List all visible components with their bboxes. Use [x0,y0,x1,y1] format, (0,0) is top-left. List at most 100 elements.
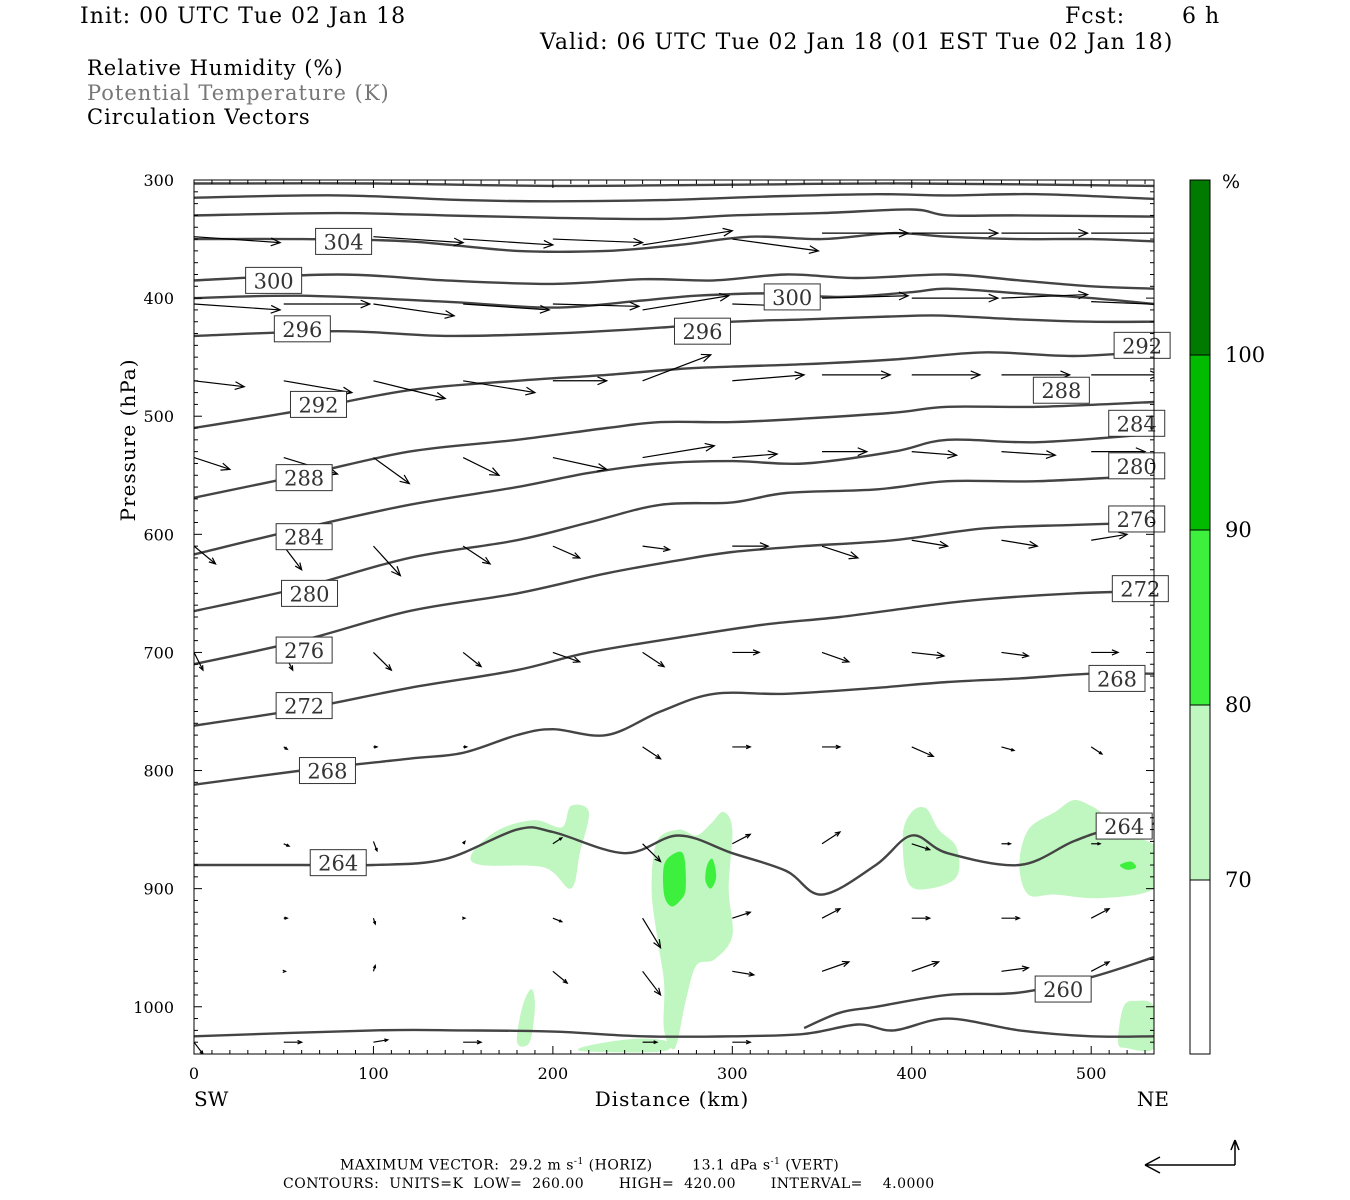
circulation-vector [911,370,982,380]
circulation-vector [911,539,950,549]
y-tick-label: 800 [143,762,174,781]
circulation-vector [1001,228,1090,238]
theta-label-272: 272 [275,692,333,720]
circulation-vector [462,457,501,476]
svg-text:288: 288 [284,467,324,491]
colorbar: 70 80 90 100% [1189,171,1265,1055]
circulation-vector [373,303,456,319]
circulation-vector [463,303,551,314]
y-tick-label: 900 [143,880,174,899]
svg-text:304: 304 [324,230,364,254]
rh-region-70-3 [1019,799,1154,899]
svg-text:268: 268 [307,760,347,784]
circulation-vector [911,843,932,851]
theta-contour-line [194,314,1154,338]
rh-region-70-4 [516,989,535,1047]
max-vector-text: MAXIMUM VECTOR: 29.2 m s-1 (HORIZ) 13.1 … [340,1157,840,1174]
colorbar-segment [1189,879,1211,1055]
circulation-vector [732,238,820,255]
circulation-vector [462,651,483,668]
circulation-vector [821,831,842,845]
theta-label-272: 272 [1111,575,1169,603]
circulation-vector [1091,232,1154,234]
theta-label-264: 264 [309,849,367,877]
circulation-vector [1091,842,1102,846]
x-tick-label: 0 [189,1064,199,1083]
circulation-vector [461,916,467,920]
circulation-vector [642,843,662,863]
colorbar-label-80: 80 [1225,693,1252,717]
circulation-vector [732,911,752,919]
rh-shading-layer [470,799,1154,1053]
theta-contour-line [194,822,1154,896]
x-axis-title: Distance (km) [595,1087,750,1111]
theta-contour-line [194,208,1154,221]
x-tick-label: 100 [358,1064,389,1083]
circulation-vector [732,833,752,845]
colorbar-unit: % [1222,171,1240,193]
x-tick-label: 200 [538,1064,569,1083]
circulation-vector [732,744,752,750]
theta-label-300: 300 [245,266,303,294]
svg-text:300: 300 [254,269,294,293]
colorbar-label-70: 70 [1225,868,1252,892]
circulation-vector [642,442,716,459]
theta-label-288: 288 [1032,376,1090,404]
circulation-vector [1001,746,1016,752]
theta-contour-line [194,474,1154,613]
rh-region-80-9 [1119,861,1137,870]
circulation-vector [194,303,282,314]
circulation-vector [552,237,645,247]
circulation-vector [911,746,935,757]
contour-info-text: CONTOURS: UNITS=K LOW= 260.00 HIGH= 420.… [283,1176,935,1192]
circulation-vector [373,1038,390,1043]
circulation-vector [822,291,910,301]
y-tick-label: 500 [143,407,174,426]
circulation-vector [194,456,232,471]
circulation-vector [373,652,393,672]
circulation-vector [732,649,761,656]
circulation-vector [552,837,564,845]
rh-region-80-8 [705,858,717,889]
svg-text:296: 296 [282,318,322,342]
svg-text:292: 292 [298,393,338,417]
circulation-vector [1001,450,1057,460]
circulation-vector [732,542,770,551]
circulation-vector [1091,301,1154,305]
circulation-vector [552,545,582,559]
svg-text:280: 280 [289,582,329,606]
circulation-vector [463,745,469,749]
x-tick-label: 500 [1076,1064,1107,1083]
circulation-vector [1001,290,1090,300]
svg-text:276: 276 [284,639,324,663]
circulation-vector [373,236,465,247]
circulation-vector [642,970,662,997]
circulation-vector [1090,908,1111,919]
circulation-vector [372,841,378,853]
circulation-vector [642,227,734,246]
contour-label-layer: 264 268 272 276 280 284 288 292 296 300 304 300 296 2… [245,227,1171,1003]
circulation-vector [1090,746,1104,755]
theta-label-284: 284 [1108,409,1166,437]
theta-contour-line [194,287,1154,309]
circulation-vector [194,380,246,391]
circulation-vector [642,292,731,311]
circulation-vector [194,545,217,565]
circulation-vector [1091,649,1120,656]
circulation-vector [732,371,806,382]
circulation-vector [642,545,672,553]
theta-contour-line [194,1017,1154,1038]
circulation-vector [911,450,959,459]
svg-text:300: 300 [772,286,812,310]
circulation-vector [822,228,910,238]
forecast-label: Fcst: [1065,4,1126,29]
theta-label-268: 268 [298,757,356,785]
circulation-vector [283,746,289,751]
rh-region-70-0 [470,804,589,889]
forecast-hour: 6 h [1182,4,1221,29]
x-end-label-left: SW [194,1087,229,1111]
y-tick-label: 600 [143,525,174,544]
theta-label-300: 300 [763,283,821,311]
circulation-vector [373,457,411,485]
theta-label-296: 296 [273,315,331,343]
